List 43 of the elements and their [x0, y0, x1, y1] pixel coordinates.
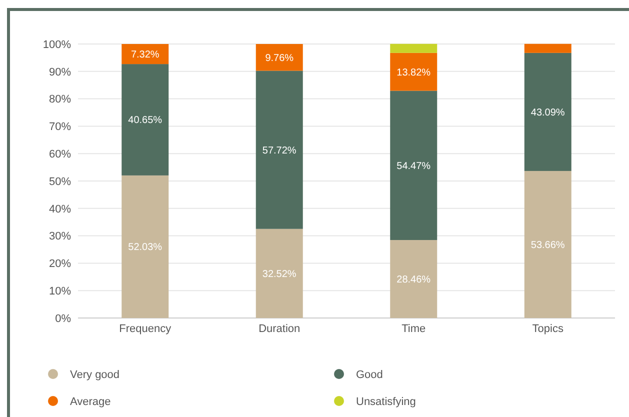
y-tick-label: 70%: [48, 121, 72, 134]
x-tick-label: Frequency: [119, 323, 172, 335]
x-tick-label: Duration: [258, 323, 300, 335]
bar: [122, 44, 169, 64]
data-label: 7.32%: [130, 50, 160, 61]
y-tick-label: 50%: [48, 176, 72, 188]
y-tick-label: 40%: [48, 203, 72, 216]
y-tick-label: 0%: [55, 312, 72, 325]
bar: [390, 52, 438, 91]
data-label: 43.09%: [530, 107, 565, 118]
bar: [390, 90, 438, 240]
bar: [256, 228, 303, 318]
x-tick-label: Time: [402, 323, 426, 335]
bar: [524, 44, 572, 53]
bar: [122, 64, 169, 176]
data-label: 57.72%: [262, 145, 296, 156]
data-label: 53.66%: [530, 240, 565, 251]
y-tick-label: 30%: [48, 230, 72, 243]
data-label: 52.03%: [128, 242, 162, 254]
y-tick-label: 90%: [48, 66, 72, 78]
data-label: 54.47%: [396, 160, 431, 172]
bar: [256, 70, 303, 229]
y-tick-label: 100%: [42, 38, 72, 51]
bar: [524, 52, 572, 171]
y-tick-label: 20%: [48, 258, 72, 270]
bar: [390, 240, 438, 318]
bar: [524, 170, 572, 318]
data-label: 9.76%: [265, 52, 294, 64]
bar: [122, 175, 169, 318]
bar: [390, 44, 438, 53]
x-tick-label: Topics: [532, 323, 564, 335]
y-tick-label: 10%: [48, 285, 72, 298]
legend-label: Average: [70, 396, 111, 408]
y-tick-label: 80%: [48, 94, 72, 106]
data-label: 40.65%: [128, 115, 162, 126]
data-label: 28.46%: [396, 274, 431, 286]
legend-label: Unsatisfying: [356, 396, 416, 408]
legend-label: Good: [356, 368, 383, 381]
bar: [256, 44, 303, 71]
data-label: 13.82%: [396, 67, 431, 78]
data-label: 32.52%: [262, 268, 296, 280]
legend-label: Very good: [70, 368, 120, 381]
y-tick-label: 60%: [48, 148, 72, 160]
